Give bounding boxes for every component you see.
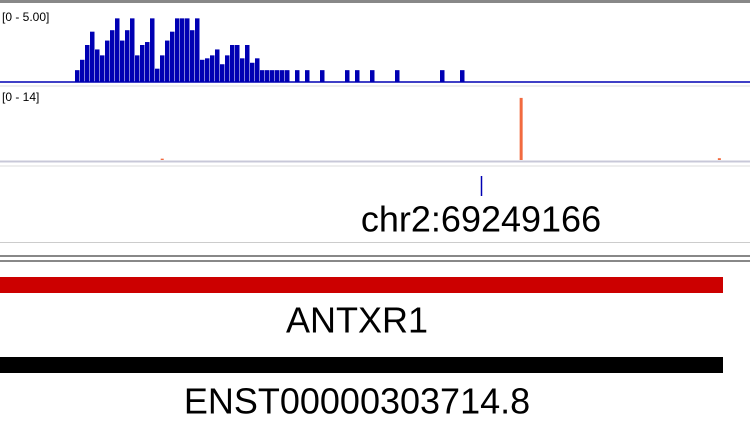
coverage-bar [80, 59, 85, 82]
coverage-bar [395, 70, 400, 82]
top-border [0, 0, 750, 3]
coverage-bar [205, 58, 210, 82]
coverage-bar [440, 70, 445, 82]
coverage-bar [275, 70, 280, 82]
coverage-bar [135, 55, 140, 82]
coverage-bar [165, 40, 170, 82]
coverage-bar [185, 18, 190, 82]
coverage-bar [155, 68, 160, 82]
coverage-bar [230, 45, 235, 82]
coverage-bar [260, 70, 265, 82]
range-label: [0 - 14] [2, 90, 39, 104]
coverage-bar [240, 58, 245, 82]
coverage-bar [220, 64, 225, 82]
coverage-bar [120, 40, 125, 82]
coverage-bar [215, 49, 220, 82]
coverage-bar [717, 158, 721, 160]
coverage-bar [90, 31, 95, 82]
transcript-bar [0, 357, 723, 373]
coverage-bar [175, 18, 180, 82]
coverage-bar [200, 59, 205, 82]
coverage-bar [305, 70, 310, 82]
range-label: [0 - 5.00] [2, 10, 49, 24]
coverage-bar [225, 55, 230, 82]
coverage-bar [100, 55, 105, 82]
coverage-bar [130, 18, 135, 82]
coverage-bar [370, 70, 375, 82]
gene-label: ANTXR1 [286, 300, 428, 341]
coverage-bar [255, 58, 260, 82]
coverage-bar [105, 40, 110, 82]
coverage-bar [195, 18, 200, 82]
coverage-bar [355, 70, 360, 82]
coverage-bar [210, 55, 215, 82]
coverage-bar [295, 70, 300, 82]
coverage-bar [190, 30, 195, 82]
coverage-bar [235, 45, 240, 82]
coverage-bar [160, 158, 164, 160]
coverage-bar [519, 97, 523, 160]
coverage-bar [95, 49, 100, 82]
coverage-bar [110, 30, 115, 82]
coverage-bar [285, 70, 290, 82]
locus-label: chr2:69249166 [361, 199, 601, 240]
coverage-bar [245, 45, 250, 82]
coverage-bar [265, 70, 270, 82]
coverage-bar [140, 45, 145, 82]
coverage-bar [180, 18, 185, 82]
coverage-bar [170, 31, 175, 82]
coverage-bar [160, 55, 165, 82]
coverage-bar [320, 70, 325, 82]
coverage-bar [250, 62, 255, 82]
coverage-bar [85, 45, 90, 82]
coverage-bar [145, 42, 150, 82]
transcript-label: ENST00000303714.8 [184, 381, 530, 422]
coverage-bar [460, 70, 465, 82]
coverage-bar [115, 18, 120, 82]
coverage-bar [280, 70, 285, 82]
coverage-bar [270, 70, 275, 82]
coverage-bar [75, 70, 80, 82]
coverage-bar [125, 30, 130, 82]
coverage-bar [150, 18, 155, 82]
gene-bar [0, 277, 723, 293]
coverage-bar [345, 70, 350, 82]
